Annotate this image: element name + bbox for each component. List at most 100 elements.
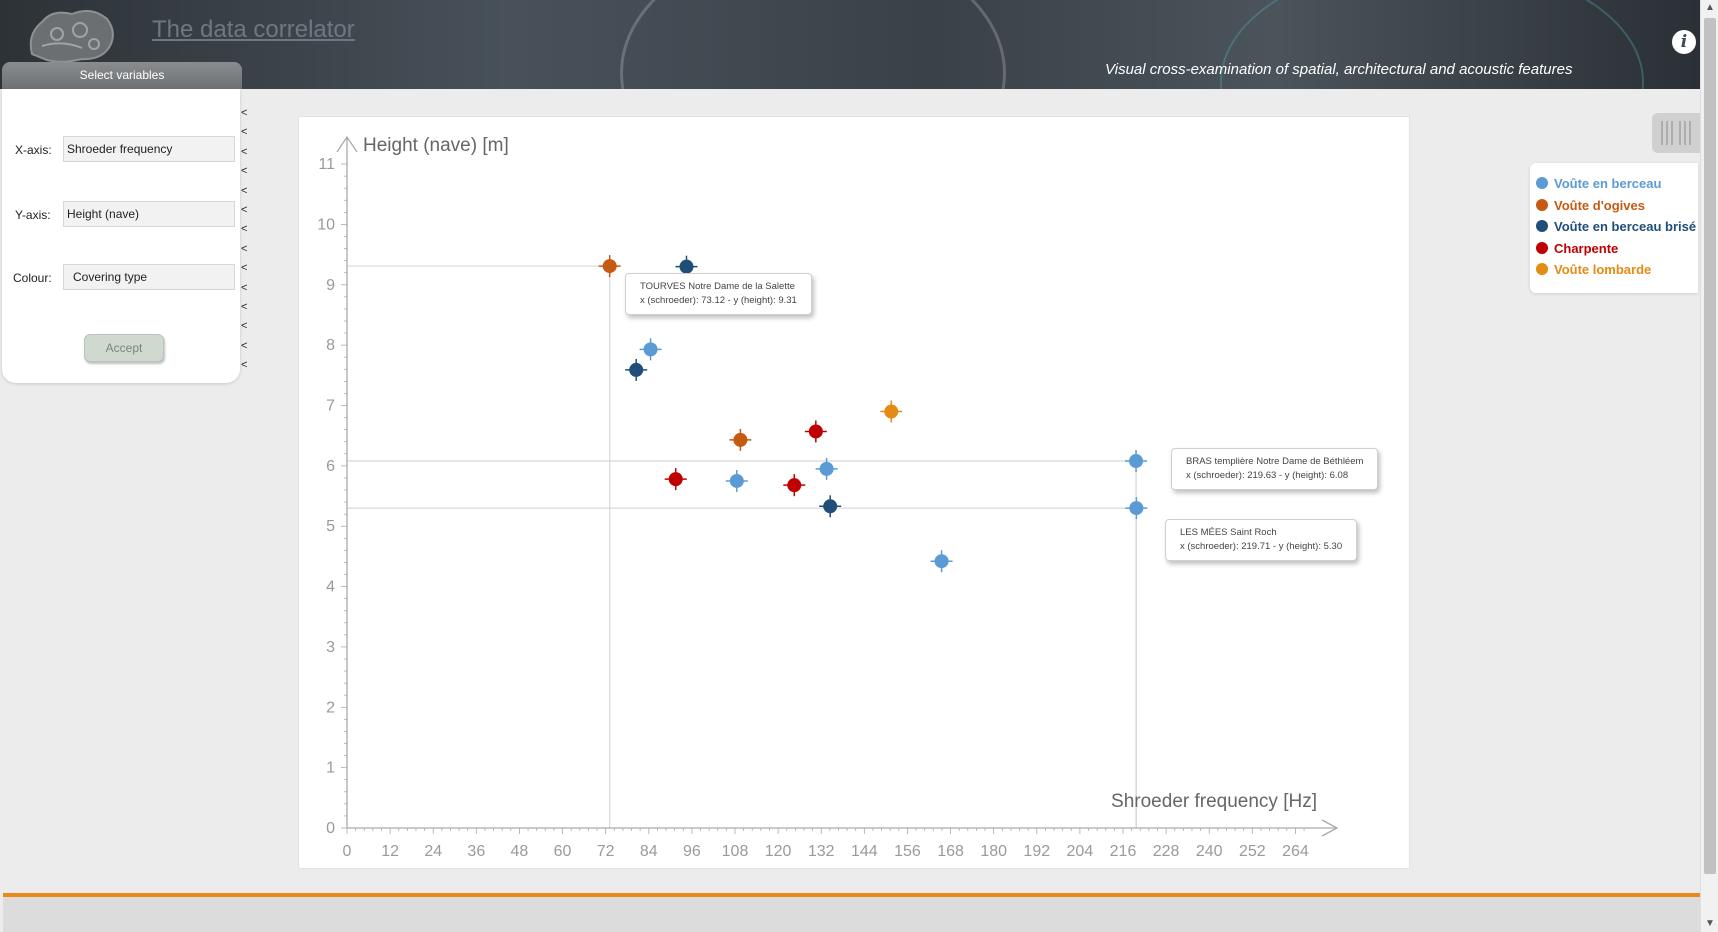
y-tick-label: 7 — [326, 398, 335, 415]
legend-item[interactable]: Voûte en berceau brisé — [1536, 219, 1696, 234]
collapse-arrow-icon[interactable]: < — [241, 107, 248, 119]
legend-label: Voûte en berceau brisé — [1554, 219, 1697, 234]
legend-label: Charpente — [1554, 240, 1619, 256]
collapse-arrow-icon[interactable]: < — [241, 300, 248, 313]
collapse-arrow-icon[interactable]: < — [241, 126, 248, 139]
chart-container: 0 12 24 36 48 60 72 84 96 108 120 132 144 156 168 180 19… — [298, 116, 1410, 869]
x-tick-label: 216 — [1110, 843, 1137, 860]
x-tick-label: 264 — [1282, 843, 1309, 860]
collapse-arrow-icon[interactable]: < — [241, 320, 248, 333]
x-tick-label: 192 — [1023, 843, 1050, 860]
sliders-icon — [1661, 121, 1691, 145]
colour-select[interactable]: Covering type — [63, 264, 235, 290]
data-point[interactable] — [602, 259, 617, 274]
data-point[interactable] — [1129, 501, 1144, 516]
settings-tab[interactable] — [1652, 113, 1700, 153]
legend-dot-icon — [1536, 220, 1548, 232]
legend-dot-icon — [1536, 241, 1548, 254]
collapse-arrow-icon[interactable]: < — [241, 281, 248, 294]
collapse-arrow-icon[interactable]: < — [241, 203, 248, 216]
scroll-up-icon[interactable]: ▲ — [1705, 2, 1715, 13]
app-subtitle: Visual cross-examination of spatial, arc… — [1105, 61, 1573, 78]
x-tick-label: 156 — [894, 843, 921, 860]
data-point[interactable] — [808, 424, 823, 439]
data-point[interactable] — [629, 362, 644, 377]
select-variables-panel: X-axis: Shroeder frequency Y-axis: Heigh… — [2, 89, 240, 383]
y-tick-label: 10 — [317, 216, 335, 233]
x-tick-label: 48 — [511, 843, 529, 860]
app-title[interactable]: The data correlator — [152, 16, 355, 43]
x-axis-select[interactable]: Shroeder frequency — [63, 136, 235, 162]
data-point[interactable] — [733, 432, 748, 447]
data-point[interactable] — [729, 473, 744, 488]
logo-icon — [29, 9, 114, 63]
data-point[interactable] — [668, 472, 683, 487]
footer-divider — [3, 893, 1700, 897]
x-tick-label: 120 — [765, 843, 792, 860]
x-tick-label: 60 — [554, 843, 572, 860]
header-decoration — [620, 0, 1006, 89]
x-tick-label: 204 — [1067, 843, 1094, 860]
tooltip-name: LES MÉES Saint Roch — [1180, 527, 1277, 538]
x-tick-label: 0 — [343, 843, 352, 860]
legend-item[interactable]: Voûte lombarde — [1536, 262, 1651, 277]
y-axis-label: Y-axis: — [15, 208, 51, 222]
point-tooltip: TOURVES Notre Dame de la Salette x (schr… — [625, 273, 812, 315]
data-point[interactable] — [819, 461, 834, 476]
footer — [3, 897, 1700, 932]
collapse-arrow-icon[interactable]: < — [241, 359, 248, 372]
collapse-arrow-icon[interactable]: < — [241, 242, 248, 255]
colour-label: Colour: — [13, 271, 52, 285]
x-tick-label: 144 — [851, 843, 878, 860]
collapse-arrow-icon[interactable]: < — [241, 223, 248, 236]
legend-item[interactable]: Voûte d'ogives — [1536, 198, 1645, 213]
scrollbar-thumb[interactable] — [1704, 18, 1716, 874]
y-tick-label: 6 — [326, 458, 335, 475]
scroll-down-icon[interactable]: ▼ — [1705, 918, 1715, 929]
y-tick-label: 2 — [326, 699, 335, 716]
y-tick-label: 0 — [326, 820, 335, 837]
y-tick-label: 11 — [318, 156, 335, 173]
x-tick-label: 168 — [937, 843, 964, 860]
legend-dot-icon — [1536, 263, 1548, 275]
data-point[interactable] — [1129, 454, 1144, 469]
data-point[interactable] — [787, 478, 802, 493]
collapse-arrow-icon[interactable]: < — [241, 339, 248, 352]
info-icon[interactable]: i — [1672, 30, 1696, 54]
legend-item[interactable]: Charpente — [1536, 241, 1618, 256]
collapse-arrow-icon[interactable]: < — [241, 145, 248, 158]
legend-dot-icon — [1536, 177, 1548, 189]
data-point[interactable] — [823, 499, 838, 514]
data-point[interactable] — [884, 404, 899, 419]
collapse-arrow-icon[interactable]: < — [241, 262, 248, 275]
legend-label: Voûte lombarde — [1554, 262, 1652, 277]
panel-title[interactable]: Select variables — [2, 62, 242, 89]
point-tooltip: BRAS templière Notre Dame de Béthléem x … — [1171, 448, 1379, 490]
x-tick-label: 252 — [1239, 843, 1266, 860]
data-point[interactable] — [679, 259, 694, 274]
chart-legend: Voûte en berceau Voûte d'ogives Voûte en b… — [1530, 163, 1698, 293]
app-header: The data correlator Visual cross-examina… — [0, 0, 1700, 89]
tooltip-detail: x (schroeder): 73.12 - y (height): 9.31 — [640, 295, 797, 306]
panel-collapse-handle[interactable]: < < < < < < < < < < < < < < — [241, 104, 251, 386]
point-tooltip: LES MÉES Saint Roch x (schroeder): 219.7… — [1165, 519, 1358, 561]
y-axis-select[interactable]: Height (nave) — [63, 201, 235, 227]
x-tick-label: 240 — [1196, 843, 1223, 860]
data-point[interactable] — [934, 554, 949, 569]
legend-item[interactable]: Voûte en berceau — [1536, 176, 1661, 191]
y-axis-title: Height (nave) [m] — [363, 135, 509, 156]
tooltip-name: BRAS templière Notre Dame de Béthléem — [1186, 456, 1364, 467]
tooltip-detail: x (schroeder): 219.71 - y (height): 5.30 — [1180, 541, 1343, 552]
scatter-chart[interactable]: 0 12 24 36 48 60 72 84 96 108 120 132 144 156 168 180 19… — [299, 117, 1409, 868]
collapse-arrow-icon[interactable]: < — [241, 165, 248, 178]
x-tick-label: 132 — [808, 843, 835, 860]
data-point[interactable] — [643, 342, 658, 357]
x-axis-label: X-axis: — [15, 143, 52, 157]
tooltip-name: TOURVES Notre Dame de la Salette — [640, 281, 795, 292]
page-scrollbar[interactable]: ▲ ▼ — [1700, 0, 1718, 932]
collapse-arrow-icon[interactable]: < — [241, 184, 248, 197]
y-tick-label: 5 — [326, 518, 335, 535]
tooltip-detail: x (schroeder): 219.63 - y (height): 6.08 — [1186, 470, 1349, 481]
y-tick-label: 9 — [326, 277, 335, 294]
accept-button[interactable]: Accept — [84, 334, 164, 362]
